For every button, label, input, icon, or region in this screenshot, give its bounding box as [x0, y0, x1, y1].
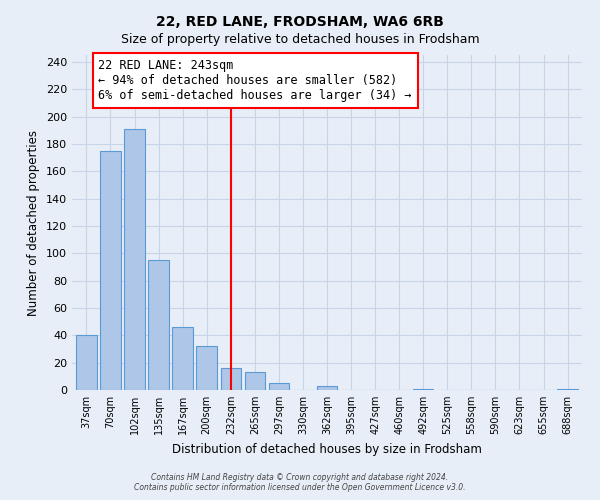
Bar: [76, 336, 97, 390]
Bar: [413, 388, 433, 390]
Bar: [196, 346, 217, 390]
Bar: [557, 388, 578, 390]
Bar: [124, 129, 145, 390]
Bar: [317, 386, 337, 390]
Bar: [221, 368, 241, 390]
Text: Size of property relative to detached houses in Frodsham: Size of property relative to detached ho…: [121, 32, 479, 46]
Bar: [148, 260, 169, 390]
X-axis label: Distribution of detached houses by size in Frodsham: Distribution of detached houses by size …: [172, 442, 482, 456]
Bar: [269, 383, 289, 390]
Text: Contains HM Land Registry data © Crown copyright and database right 2024.
Contai: Contains HM Land Registry data © Crown c…: [134, 473, 466, 492]
Bar: [100, 150, 121, 390]
Y-axis label: Number of detached properties: Number of detached properties: [28, 130, 40, 316]
Bar: [245, 372, 265, 390]
Bar: [172, 327, 193, 390]
Text: 22 RED LANE: 243sqm
← 94% of detached houses are smaller (582)
6% of semi-detach: 22 RED LANE: 243sqm ← 94% of detached ho…: [98, 59, 412, 102]
Text: 22, RED LANE, FRODSHAM, WA6 6RB: 22, RED LANE, FRODSHAM, WA6 6RB: [156, 15, 444, 29]
